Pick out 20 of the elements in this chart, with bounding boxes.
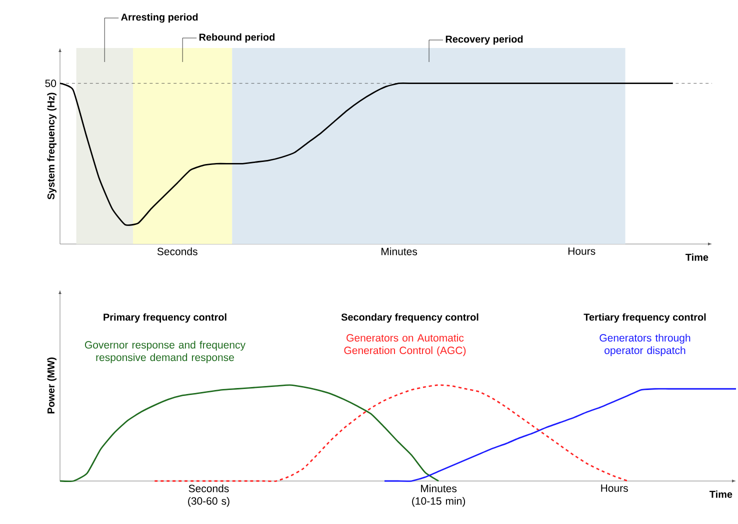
x-tick-label: Minutes xyxy=(382,248,418,256)
y-axis-title: System frequency (Hz) xyxy=(47,92,56,200)
text: Tertiary frequency control xyxy=(584,313,706,323)
x-tick-label: Seconds (30-60 s) xyxy=(188,484,230,507)
text: 50 xyxy=(45,80,56,88)
x-tick-label: Hours xyxy=(568,248,596,255)
text: Governor response and frequency responsive demand response xyxy=(84,340,246,364)
text: Rebound period xyxy=(199,33,274,43)
x-tick-label: Seconds xyxy=(157,248,198,256)
text: Generators through operator dispatch xyxy=(600,334,690,356)
x-tick-label: Hours xyxy=(601,484,628,492)
x-tick-label: Minutes (10-15 min) xyxy=(412,484,466,507)
text: Secondary frequency control xyxy=(341,313,478,323)
text: Primary frequency control xyxy=(104,313,226,323)
x-axis-title: Time xyxy=(686,254,708,261)
x-axis-title: Time xyxy=(710,490,732,498)
text: Arresting period xyxy=(121,13,198,23)
text: Generators on Automatic Generation Control (AGC) xyxy=(344,334,466,356)
y-axis-title: Power (MW) xyxy=(47,358,56,414)
text: Recovery period xyxy=(446,35,523,45)
